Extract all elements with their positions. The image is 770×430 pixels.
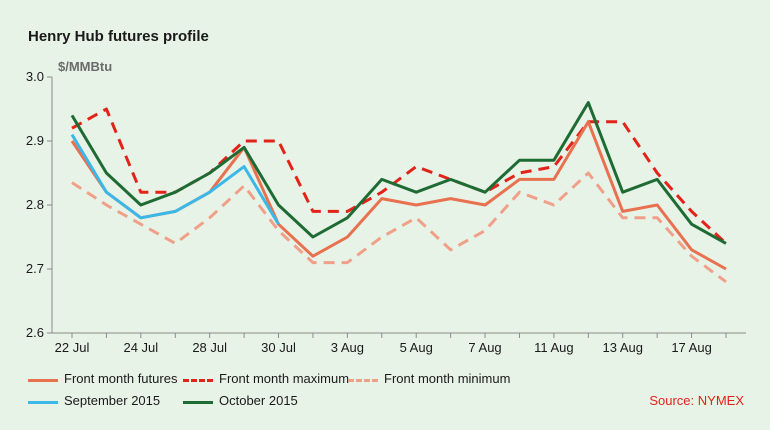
x-tick-label: 30 Jul: [261, 340, 296, 355]
x-tick-label: 28 Jul: [192, 340, 227, 355]
series-line-september-2015: [70, 133, 280, 225]
x-tick-label: 24 Jul: [123, 340, 158, 355]
series-line-october-2015: [70, 101, 727, 245]
legend-label: October 2015: [219, 393, 298, 408]
chart-title: Henry Hub futures profile: [28, 28, 209, 45]
legend-label: September 2015: [64, 393, 161, 408]
x-tick-label: 3 Aug: [331, 340, 364, 355]
series-line-front-month-maximum: [71, 107, 728, 245]
y-axis-unit: $/MMBtu: [58, 59, 113, 74]
series-line-front-month-minimum: [71, 171, 727, 284]
legend-label: Front month futures: [64, 371, 178, 386]
x-tick-label: 5 Aug: [400, 340, 433, 355]
y-tick-label: 2.7: [26, 261, 44, 276]
legend-label: Front month maximum: [219, 371, 350, 386]
x-tick-label: 7 Aug: [468, 340, 501, 355]
x-tick-label: 17 Aug: [671, 340, 712, 355]
source-note: Source: NYMEX: [649, 393, 744, 408]
x-tick-label: 22 Jul: [55, 340, 90, 355]
x-tick-label: 11 Aug: [534, 340, 574, 355]
legend-swatch-front-month-maximum: [183, 379, 213, 382]
legend-swatch-october-2015: [183, 401, 213, 404]
legend-label: Front month minimum: [384, 371, 511, 386]
y-tick-label: 2.6: [26, 325, 44, 340]
y-tick-label: 2.8: [26, 197, 44, 212]
y-tick-label: 2.9: [26, 133, 44, 148]
legend-swatch-front-month-minimum: [348, 379, 378, 382]
legend-swatch-front-month-futures: [28, 379, 58, 382]
y-tick-label: 3.0: [26, 69, 44, 84]
x-tick-label: 13 Aug: [602, 340, 643, 355]
legend-swatch-september-2015: [28, 401, 58, 404]
